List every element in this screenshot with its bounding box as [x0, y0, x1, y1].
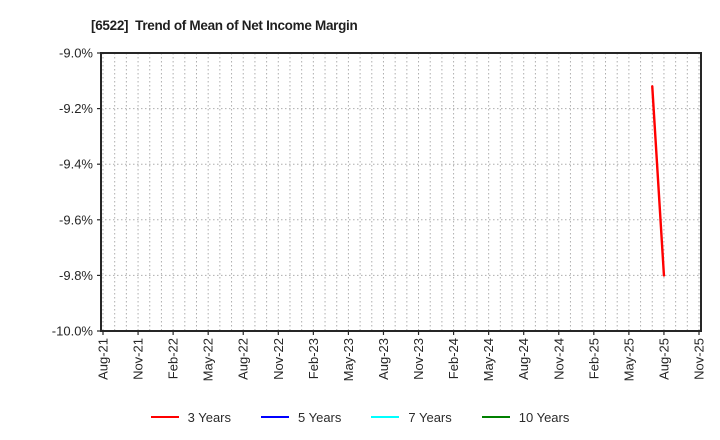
legend-label-5-years: 5 Years: [298, 409, 342, 425]
series-line-3-years: [651, 85, 666, 277]
x-axis-tick-label: Nov-24: [551, 338, 566, 380]
y-axis-tick-label: -9.6%: [59, 212, 93, 227]
x-axis-tick-label: Aug-25: [656, 338, 671, 380]
x-axis-tick-label: Nov-22: [271, 338, 286, 380]
legend-item-7-years: 7 Years: [371, 409, 452, 425]
legend-swatch-7-years: [371, 416, 400, 418]
x-axis-tick-label: Nov-21: [131, 338, 146, 380]
legend-label-10-years: 10 Years: [518, 409, 570, 425]
x-axis-tick-label: Nov-25: [692, 338, 707, 380]
legend-swatch-10-years: [481, 416, 510, 418]
legend-label-3-years: 3 Years: [187, 409, 231, 425]
legend-label-7-years: 7 Years: [408, 409, 452, 425]
x-axis-tick-label: May-25: [621, 338, 636, 381]
y-axis-tick-label: -9.0%: [59, 46, 93, 61]
x-axis-tick-label: Aug-21: [96, 338, 111, 380]
plot-border: [100, 52, 702, 332]
legend-swatch-5-years: [261, 416, 289, 418]
x-axis-tick-label: Feb-23: [306, 338, 321, 379]
legend-swatch-3-years: [150, 416, 179, 418]
y-axis-tick-label: -10.0%: [52, 324, 94, 339]
x-axis-tick-label: May-23: [341, 338, 356, 381]
y-axis-tick-label: -9.2%: [59, 101, 93, 116]
x-axis-tick-label: Aug-22: [236, 338, 251, 380]
x-axis-tick-label: Feb-24: [446, 338, 461, 379]
y-axis-tick-label: -9.8%: [59, 268, 93, 283]
legend-item-5-years: 5 Years: [261, 410, 341, 425]
x-axis-tick-label: Aug-24: [516, 338, 531, 380]
x-axis-tick-label: Aug-23: [376, 338, 391, 380]
x-axis-tick-label: May-22: [201, 338, 216, 381]
y-axis-tick-label: -9.4%: [59, 157, 93, 172]
legend-item-3-years: 3 Years: [150, 409, 231, 425]
x-axis-tick-label: May-24: [481, 338, 496, 381]
legend-item-10-years: 10 Years: [481, 409, 570, 425]
chart-title: [6522] Trend of Mean of Net Income Margi…: [91, 18, 358, 33]
legend: 3 Years 5 Years 7 Years 10 Years: [0, 406, 720, 428]
x-axis-tick-label: Nov-23: [411, 338, 426, 380]
x-axis-tick-label: Feb-22: [166, 338, 181, 379]
x-axis-tick-label: Feb-25: [586, 338, 601, 379]
